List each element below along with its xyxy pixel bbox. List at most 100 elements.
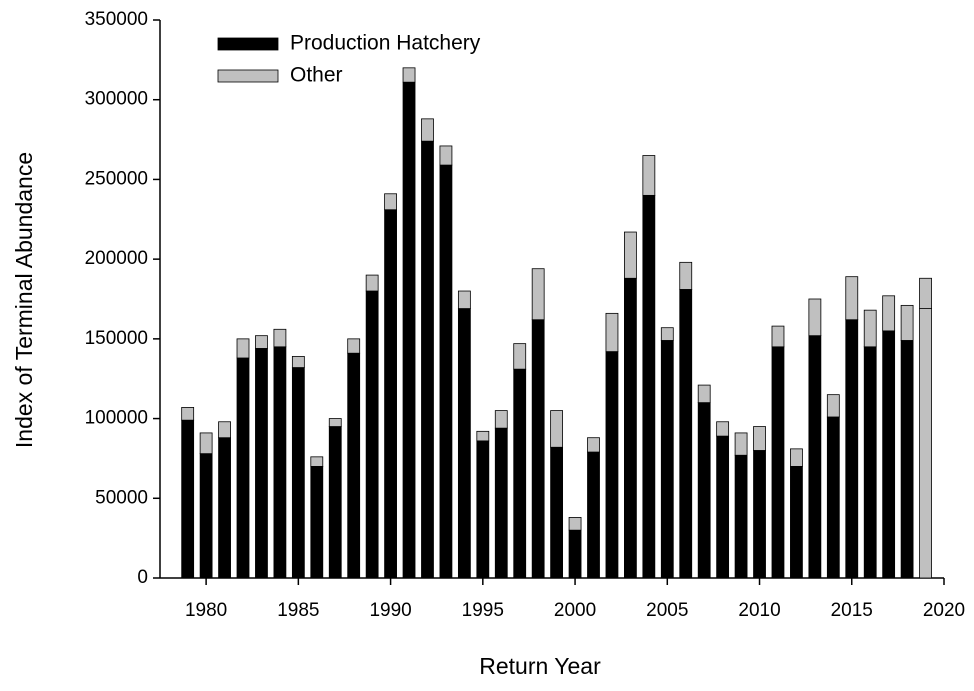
legend-label: Other xyxy=(290,64,343,87)
bar-segment xyxy=(291,367,305,579)
bar-segment xyxy=(587,451,600,579)
y-tick-label: 0 xyxy=(137,567,148,588)
bar-segment xyxy=(863,346,877,579)
bar-segment xyxy=(753,450,766,579)
bar-segment xyxy=(919,277,932,309)
bar-segment xyxy=(697,402,711,579)
bar-segment xyxy=(568,529,582,579)
bar-segment xyxy=(771,346,785,579)
y-tick-label: 300000 xyxy=(85,89,148,110)
bar-segment xyxy=(882,330,896,579)
bar-segment xyxy=(347,338,361,354)
x-tick-label: 1985 xyxy=(277,600,319,621)
bar-segment xyxy=(513,343,527,370)
bar-segment xyxy=(550,446,564,579)
bar-segment xyxy=(753,426,766,451)
bar-segment xyxy=(826,394,840,418)
y-tick-label: 50000 xyxy=(95,487,148,508)
bar-segment xyxy=(494,427,508,579)
bar-segment xyxy=(218,437,231,579)
x-tick-label: 2000 xyxy=(554,600,596,621)
bar-segment xyxy=(513,368,527,579)
bar-segment xyxy=(808,335,822,579)
bar-segment xyxy=(679,289,693,579)
y-tick-label: 350000 xyxy=(85,9,148,30)
bar-segment xyxy=(476,430,490,442)
bar-segment xyxy=(863,309,877,348)
bar-segment xyxy=(826,416,840,579)
bar-segment xyxy=(734,432,748,456)
bar-segment xyxy=(679,261,693,290)
bar-segment xyxy=(328,418,342,427)
bar-segment xyxy=(273,328,287,348)
y-tick-label: 100000 xyxy=(85,408,148,429)
bar-segment xyxy=(660,340,674,579)
x-tick-label: 1980 xyxy=(185,600,227,621)
x-tick-label: 1990 xyxy=(369,600,411,621)
bar-segment xyxy=(402,67,416,83)
bar-segment xyxy=(642,155,656,196)
bar-segment xyxy=(328,426,342,579)
bar-segment xyxy=(236,338,250,359)
bar-segment xyxy=(900,340,914,579)
bar-segment xyxy=(716,421,730,437)
bar-segment xyxy=(236,357,250,579)
bar-segment xyxy=(531,268,545,321)
bar-segment xyxy=(476,440,490,579)
bar-segment xyxy=(624,277,637,579)
bar-segment xyxy=(882,295,896,332)
bar-segment xyxy=(199,453,213,579)
y-tick-label: 150000 xyxy=(85,328,148,349)
bar-segment xyxy=(384,193,397,211)
y-tick-label: 250000 xyxy=(85,168,148,189)
bar-segment xyxy=(291,355,305,368)
bar-segment xyxy=(310,456,324,467)
bar-segment xyxy=(347,352,361,579)
bar-segment xyxy=(255,335,268,349)
bar-segment xyxy=(845,319,859,579)
x-tick-label: 1995 xyxy=(462,600,504,621)
bar-segment xyxy=(439,164,453,579)
bar-segment xyxy=(716,435,730,579)
x-tick-label: 2005 xyxy=(646,600,688,621)
bar-segment xyxy=(421,140,434,579)
bar-segment xyxy=(605,312,619,353)
bar-segment xyxy=(605,351,619,579)
bar-segment xyxy=(439,145,453,166)
bar-segment xyxy=(919,308,932,579)
bar-segment xyxy=(900,304,914,341)
bar-segment xyxy=(402,81,416,579)
bar-segment xyxy=(310,465,324,579)
bar-segment xyxy=(365,290,379,579)
bar-segment xyxy=(199,432,213,455)
bar-segment xyxy=(457,308,471,579)
bar-segment xyxy=(421,118,434,142)
bar-segment xyxy=(697,384,711,404)
bar-segment xyxy=(660,327,674,341)
legend-label: Production Hatchery xyxy=(290,32,481,55)
bar-segment xyxy=(457,290,471,309)
bar-segment xyxy=(384,209,397,579)
x-tick-label: 2015 xyxy=(831,600,873,621)
x-tick-label: 2020 xyxy=(923,600,965,621)
bar-segment xyxy=(255,348,268,579)
bar-segment xyxy=(181,419,195,579)
bar-segment xyxy=(790,465,803,579)
bar-segment xyxy=(771,325,785,348)
legend-swatch xyxy=(217,69,279,83)
y-tick-label: 200000 xyxy=(85,248,148,269)
bar-segment xyxy=(181,407,195,421)
x-tick-label: 2010 xyxy=(738,600,780,621)
bar-segment xyxy=(587,437,600,453)
bar-segment xyxy=(845,276,859,321)
bar-segment xyxy=(531,319,545,579)
bar-segment xyxy=(734,454,748,579)
legend-swatch xyxy=(217,37,279,51)
bar-segment xyxy=(624,231,637,279)
bar-segment xyxy=(365,274,379,292)
y-axis-label: Index of Terminal Abundance xyxy=(11,152,37,448)
bar-segment xyxy=(568,517,582,531)
bar-segment xyxy=(808,298,822,337)
x-axis-label: Return Year xyxy=(479,653,601,679)
